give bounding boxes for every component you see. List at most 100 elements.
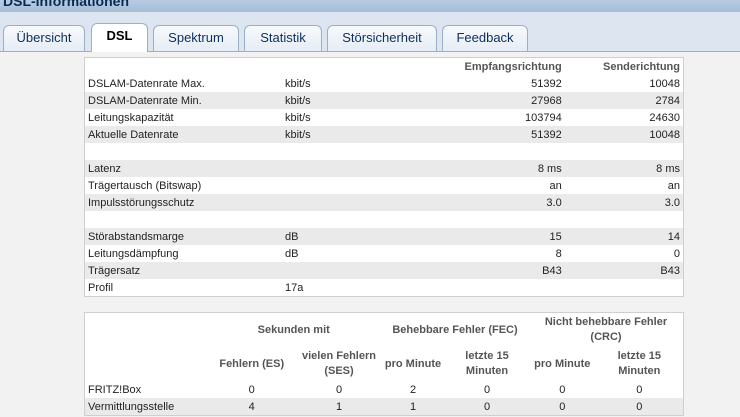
tab-stoersicherheit[interactable]: Störsicherheit: [327, 25, 437, 51]
row-label: DSLAM-Datenrate Min.: [84, 92, 282, 109]
cell-crc-15: 0: [636, 383, 643, 396]
dsl-table-header: Empfangsrichtung Senderichtung: [85, 58, 684, 76]
row-send: 2784: [564, 92, 684, 109]
table-row: FRITZ!Box 0 0 2 0 0 0: [85, 381, 684, 398]
cell-crc-min: 0: [559, 383, 566, 396]
row-label: [85, 143, 283, 160]
header-fec-15: letzte 15 Minuten: [465, 350, 509, 377]
table-row: Trägertausch (Bitswap) an an: [85, 177, 684, 194]
error-stats-table: Sekunden mit Behebbare Fehler (FEC) Nich…: [84, 312, 684, 416]
row-label: Trägertausch (Bitswap): [88, 179, 202, 192]
row-label: Vermittlungsstelle: [84, 398, 207, 416]
error-sub-header-row: Fehlern (ES) vielen Fehlern (SES) pro Mi…: [85, 347, 684, 381]
row-send: 10048: [649, 77, 680, 90]
row-send: [565, 279, 684, 297]
cell-ses: 1: [297, 398, 381, 416]
row-receive: 27968: [418, 92, 565, 109]
row-send: [565, 211, 684, 228]
cell-crc-min: 0: [529, 398, 596, 416]
tab-bar: Übersicht DSL Spektrum Statistik Störsic…: [0, 12, 740, 52]
row-unit: [282, 160, 418, 177]
row-receive: 8 ms: [418, 160, 565, 177]
tab-feedback[interactable]: Feedback: [442, 25, 528, 51]
page-title: DSL-Informationen: [3, 0, 129, 9]
table-row: Profil 17a: [85, 279, 684, 297]
row-label: Profil: [88, 281, 114, 294]
tab-spektrum[interactable]: Spektrum: [153, 25, 239, 51]
row-send: 3.0: [564, 194, 684, 211]
row-unit: [282, 143, 418, 160]
table-row: Leitungskapazität kbit/s 103794 24630: [85, 109, 684, 126]
cell-es: 4: [206, 398, 297, 416]
row-unit: kbit/s: [285, 77, 311, 90]
table-row: Störabstandsmarge dB 15 14: [84, 228, 684, 245]
header-receive: Empfangsrichtung: [464, 60, 562, 73]
header-crc-15: letzte 15 Minuten: [617, 350, 661, 377]
tab-uebersicht[interactable]: Übersicht: [3, 25, 85, 51]
table-row: Trägersatz B43 B43: [84, 262, 684, 279]
table-row: Vermittlungsstelle 4 1 1 0 0 0: [84, 398, 684, 416]
table-row: Aktuelle Datenrate kbit/s 51392 10048: [84, 126, 684, 143]
row-send: 10048: [564, 126, 684, 143]
row-unit: [282, 194, 418, 211]
row-receive: an: [549, 179, 562, 192]
row-receive: [418, 211, 565, 228]
row-label: Aktuelle Datenrate: [84, 126, 282, 143]
header-crc-min: pro Minute: [534, 357, 591, 370]
dsl-info-table: Empfangsrichtung Senderichtung DSLAM-Dat…: [84, 57, 684, 297]
cell-crc-15: 0: [595, 398, 684, 416]
table-row: [85, 143, 684, 160]
row-label: Impulsstörungsschutz: [84, 194, 282, 211]
cell-fec-min: 2: [409, 383, 417, 396]
header-ses: vielen Fehlern (SES): [302, 350, 376, 377]
row-send: 14: [564, 228, 684, 245]
row-unit: kbit/s: [282, 92, 418, 109]
header-crc: Nicht behebbare Fehler (CRC): [544, 316, 668, 343]
table-row: [85, 211, 684, 228]
row-unit: [282, 177, 418, 194]
row-label: FRITZ!Box: [88, 383, 142, 396]
cell-es: 0: [248, 383, 255, 396]
row-label: Leitungskapazität: [88, 111, 174, 124]
row-label: [85, 211, 283, 228]
tab-statistik[interactable]: Statistik: [244, 25, 322, 51]
row-unit: dB: [285, 247, 299, 260]
row-label: DSLAM-Datenrate Max.: [88, 77, 205, 90]
error-group-header-row: Sekunden mit Behebbare Fehler (FEC) Nich…: [85, 313, 684, 348]
row-receive: [418, 143, 565, 160]
row-send: B43: [564, 262, 684, 279]
row-receive: B43: [418, 262, 565, 279]
header-send: Senderichtung: [602, 60, 680, 73]
row-unit: kbit/s: [282, 126, 418, 143]
tab-dsl[interactable]: DSL: [91, 23, 148, 52]
table-row: Latenz 8 ms 8 ms: [84, 160, 684, 177]
cell-fec-15: 0: [445, 398, 529, 416]
row-label: Leitungsdämpfung: [88, 247, 179, 260]
cell-ses: 0: [335, 383, 343, 396]
header-fec-min: pro Minute: [384, 357, 442, 370]
header-es: Fehlern (ES): [219, 357, 285, 370]
row-receive: 8: [555, 247, 562, 260]
cell-fec-min: 1: [381, 398, 445, 416]
row-receive: [418, 279, 565, 297]
row-send: 0: [673, 247, 680, 260]
row-send: [565, 143, 684, 160]
cell-fec-15: 0: [483, 383, 491, 396]
row-receive: 51392: [531, 77, 562, 90]
row-send: 24630: [649, 111, 680, 124]
table-row: DSLAM-Datenrate Max. kbit/s 51392 10048: [85, 75, 684, 92]
row-label: Latenz: [84, 160, 282, 177]
row-receive: 3.0: [418, 194, 565, 211]
table-row: Leitungsdämpfung dB 8 0: [85, 245, 684, 262]
row-send: 8 ms: [564, 160, 684, 177]
row-unit: kbit/s: [285, 111, 311, 124]
table-row: Impulsstörungsschutz 3.0 3.0: [84, 194, 684, 211]
table-row: DSLAM-Datenrate Min. kbit/s 27968 2784: [84, 92, 684, 109]
row-send: an: [667, 179, 680, 192]
row-unit: dB: [282, 228, 418, 245]
row-receive: 51392: [418, 126, 565, 143]
row-receive: 103794: [525, 111, 562, 124]
header-fec: Behebbare Fehler (FEC): [392, 323, 518, 336]
tab-bar-divider: [0, 51, 740, 52]
row-unit: [282, 262, 418, 279]
